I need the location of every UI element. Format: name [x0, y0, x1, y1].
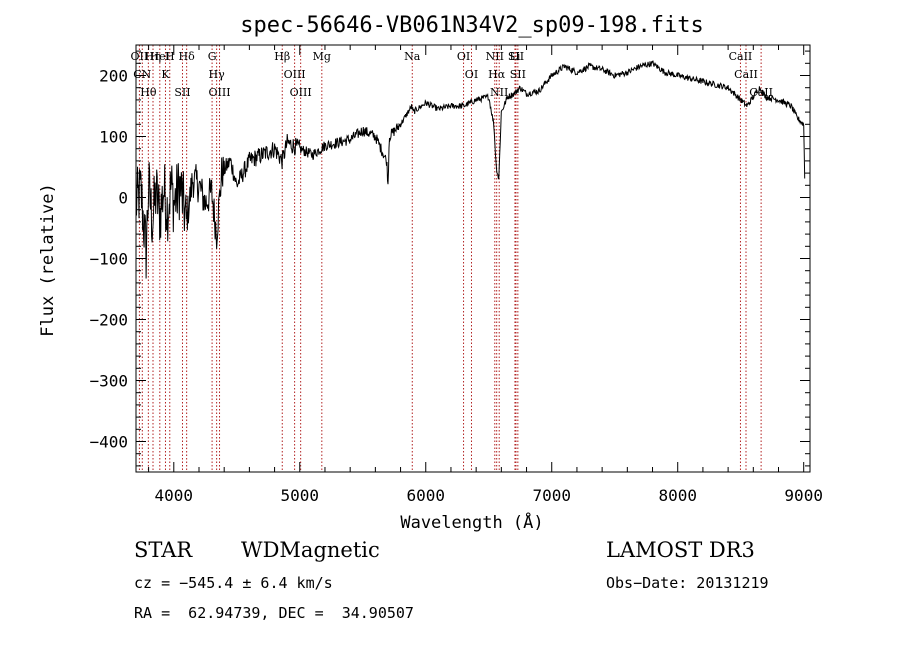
reference-label-25: CaII	[729, 50, 753, 63]
reference-label-1: Hη	[145, 50, 161, 63]
reference-label-11: G	[208, 50, 217, 63]
observation-date: Obs−Date: 20131219	[606, 574, 769, 592]
reference-label-26: CaII	[734, 68, 758, 81]
reference-label-22: SII	[508, 50, 524, 63]
reference-label-15: Mg	[313, 50, 331, 63]
reference-label-19: Hα	[488, 68, 506, 81]
spectrum-series	[135, 60, 806, 279]
x-tick-label-0: 4000	[155, 486, 194, 505]
reference-label-20: NII	[490, 86, 508, 99]
redshift-cz: cz = −545.4 ± 6.4 km/s	[134, 574, 333, 592]
reference-label-6: HeI	[150, 50, 170, 63]
y-tick-label-4: 0	[118, 189, 128, 208]
ra-dec: RA = 62.94739, DEC = 34.90507	[134, 604, 414, 622]
y-axis-ticks: −400 −300 −200 −100 0 100 200	[89, 50, 810, 467]
reference-label-18: OI	[465, 68, 478, 81]
reference-label-12: Hβ	[274, 50, 290, 63]
reference-label-4: K	[161, 68, 170, 81]
reference-label-24: Li	[510, 50, 521, 63]
reference-label-9: OIII	[208, 86, 230, 99]
object-class: STAR	[134, 538, 193, 562]
reference-label-10: Hγ	[209, 68, 226, 81]
reference-label-8: SII	[174, 86, 190, 99]
reference-label-21: NII	[486, 50, 504, 63]
reference-label-16: Na	[404, 50, 421, 63]
object-subclass: WDMagnetic	[241, 538, 380, 562]
y-tick-label-2: −200	[89, 311, 128, 330]
reference-label-5: H	[165, 50, 175, 63]
x-axis-label: Wavelength (Å)	[400, 511, 543, 533]
x-tick-label-1: 5000	[281, 486, 320, 505]
y-tick-label-6: 200	[99, 67, 128, 86]
spectrum-line	[135, 60, 806, 279]
x-axis-ticks: 4000 5000 6000 7000 8000 9000	[148, 45, 823, 505]
reference-lines	[138, 45, 762, 472]
x-tick-label-2: 6000	[406, 486, 445, 505]
y-tick-label-3: −100	[89, 250, 128, 269]
x-tick-label-3: 7000	[532, 486, 571, 505]
reference-label-17: OI	[457, 50, 470, 63]
reference-label-2: OII	[131, 50, 149, 63]
plot-frame	[135, 44, 811, 473]
reference-label-3: CN	[133, 68, 151, 81]
chart-title: spec-56646-VB061N34V2_sp09-198.fits	[240, 13, 704, 38]
x-tick-label-4: 8000	[658, 486, 697, 505]
survey-name: LAMOST DR3	[606, 538, 755, 562]
reference-label-23: SII	[510, 68, 526, 81]
y-tick-label-5: 100	[99, 128, 128, 147]
reference-label-13: OIII	[284, 68, 306, 81]
y-tick-label-1: −300	[89, 372, 128, 391]
y-axis-label: Flux (relative)	[38, 183, 58, 337]
reference-label-0: Hθ	[140, 86, 157, 99]
x-tick-label-5: 9000	[784, 486, 823, 505]
reference-label-14: OIII	[290, 86, 312, 99]
reference-label-7: Hδ	[179, 50, 196, 63]
y-tick-label-0: −400	[89, 433, 128, 452]
